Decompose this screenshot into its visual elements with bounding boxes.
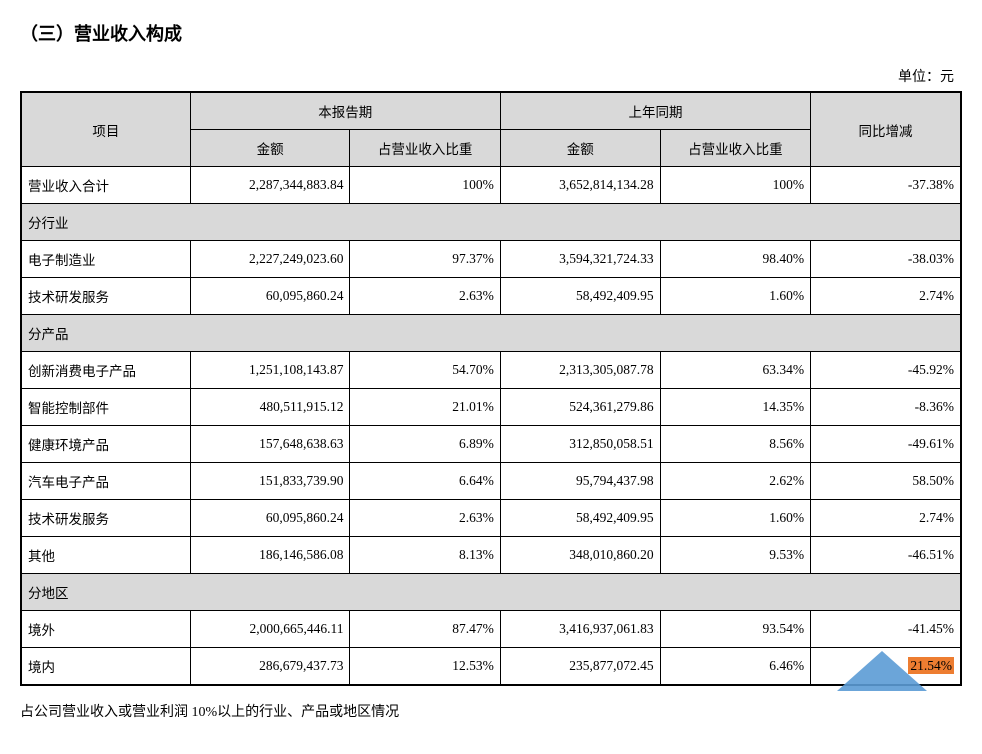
cell-value: 6.46%	[660, 648, 810, 686]
cell-value: 100%	[660, 167, 810, 204]
cell-value: 157,648,638.63	[190, 426, 350, 463]
header-item: 项目	[21, 92, 190, 167]
cell-value: -8.36%	[811, 389, 961, 426]
cell-label: 境内	[21, 648, 190, 686]
table-row: 技术研发服务 60,095,860.24 2.63% 58,492,409.95…	[21, 500, 961, 537]
cell-value: 9.53%	[660, 537, 810, 574]
cell-value: 3,416,937,061.83	[500, 611, 660, 648]
table-row: 汽车电子产品 151,833,739.90 6.64% 95,794,437.9…	[21, 463, 961, 500]
section-header-label: 分产品	[21, 315, 961, 352]
cell-value: 60,095,860.24	[190, 500, 350, 537]
cell-value: 58,492,409.95	[500, 500, 660, 537]
cell-value: 95,794,437.98	[500, 463, 660, 500]
cell-value: 1.60%	[660, 500, 810, 537]
cell-label: 营业收入合计	[21, 167, 190, 204]
header-current-amount: 金额	[190, 130, 350, 167]
cell-value: 2,313,305,087.78	[500, 352, 660, 389]
table-row: 境外 2,000,665,446.11 87.47% 3,416,937,061…	[21, 611, 961, 648]
table-row: 技术研发服务 60,095,860.24 2.63% 58,492,409.95…	[21, 278, 961, 315]
cell-value: 2,000,665,446.11	[190, 611, 350, 648]
header-change: 同比增减	[811, 92, 961, 167]
section-title: （三）营业收入构成	[20, 20, 962, 46]
table-row: 创新消费电子产品 1,251,108,143.87 54.70% 2,313,3…	[21, 352, 961, 389]
cell-value: 151,833,739.90	[190, 463, 350, 500]
section-header-label: 分地区	[21, 574, 961, 611]
cell-label: 技术研发服务	[21, 278, 190, 315]
section-header-label: 分行业	[21, 204, 961, 241]
cell-value: -38.03%	[811, 241, 961, 278]
section-header-industry: 分行业	[21, 204, 961, 241]
table-row-total: 营业收入合计 2,287,344,883.84 100% 3,652,814,1…	[21, 167, 961, 204]
cell-value: 3,652,814,134.28	[500, 167, 660, 204]
cell-value: 286,679,437.73	[190, 648, 350, 686]
cell-value: 2.74%	[811, 500, 961, 537]
section-header-region: 分地区	[21, 574, 961, 611]
cell-value: 8.13%	[350, 537, 500, 574]
table-row: 其他 186,146,586.08 8.13% 348,010,860.20 9…	[21, 537, 961, 574]
cell-value: 8.56%	[660, 426, 810, 463]
cell-value-highlighted: 21.54%	[811, 648, 961, 686]
cell-value: 93.54%	[660, 611, 810, 648]
table-row: 智能控制部件 480,511,915.12 21.01% 524,361,279…	[21, 389, 961, 426]
cell-value: -46.51%	[811, 537, 961, 574]
cell-value: 21.01%	[350, 389, 500, 426]
cell-value: 235,877,072.45	[500, 648, 660, 686]
cell-value: 2,287,344,883.84	[190, 167, 350, 204]
cell-value: -45.92%	[811, 352, 961, 389]
cell-value: 3,594,321,724.33	[500, 241, 660, 278]
cell-value: 312,850,058.51	[500, 426, 660, 463]
header-prior-ratio: 占营业收入比重	[660, 130, 810, 167]
cell-value: 1.60%	[660, 278, 810, 315]
unit-label: 单位：元	[20, 66, 962, 86]
cell-value: 186,146,586.08	[190, 537, 350, 574]
table-row: 健康环境产品 157,648,638.63 6.89% 312,850,058.…	[21, 426, 961, 463]
cell-value: -49.61%	[811, 426, 961, 463]
cell-label: 其他	[21, 537, 190, 574]
cell-value: 97.37%	[350, 241, 500, 278]
cell-value: 54.70%	[350, 352, 500, 389]
cell-value: 1,251,108,143.87	[190, 352, 350, 389]
cell-label: 创新消费电子产品	[21, 352, 190, 389]
header-current-ratio: 占营业收入比重	[350, 130, 500, 167]
cell-label: 境外	[21, 611, 190, 648]
cell-value: 60,095,860.24	[190, 278, 350, 315]
cell-value: 14.35%	[660, 389, 810, 426]
cell-label: 汽车电子产品	[21, 463, 190, 500]
cell-value: -37.38%	[811, 167, 961, 204]
cell-label: 技术研发服务	[21, 500, 190, 537]
cell-value: 98.40%	[660, 241, 810, 278]
cell-label: 电子制造业	[21, 241, 190, 278]
cell-value: 480,511,915.12	[190, 389, 350, 426]
cell-value: 6.89%	[350, 426, 500, 463]
cell-value: 2.63%	[350, 278, 500, 315]
cell-label: 智能控制部件	[21, 389, 190, 426]
header-prior-period: 上年同期	[500, 92, 810, 130]
cell-value: 2.62%	[660, 463, 810, 500]
cell-value: 6.64%	[350, 463, 500, 500]
section-header-product: 分产品	[21, 315, 961, 352]
cell-value: -41.45%	[811, 611, 961, 648]
cell-value: 2.74%	[811, 278, 961, 315]
cell-label: 健康环境产品	[21, 426, 190, 463]
cell-value: 58,492,409.95	[500, 278, 660, 315]
cell-value: 87.47%	[350, 611, 500, 648]
cell-value: 63.34%	[660, 352, 810, 389]
header-prior-amount: 金额	[500, 130, 660, 167]
footnote: 占公司营业收入或营业利润 10%以上的行业、产品或地区情况	[20, 701, 962, 721]
table-row: 境内 286,679,437.73 12.53% 235,877,072.45 …	[21, 648, 961, 686]
table-row: 电子制造业 2,227,249,023.60 97.37% 3,594,321,…	[21, 241, 961, 278]
cell-value: 12.53%	[350, 648, 500, 686]
cell-value: 524,361,279.86	[500, 389, 660, 426]
cell-value: 2.63%	[350, 500, 500, 537]
cell-value: 58.50%	[811, 463, 961, 500]
cell-value: 348,010,860.20	[500, 537, 660, 574]
header-current-period: 本报告期	[190, 92, 500, 130]
cell-value: 2,227,249,023.60	[190, 241, 350, 278]
revenue-composition-table: 项目 本报告期 上年同期 同比增减 金额 占营业收入比重 金额 占营业收入比重 …	[20, 91, 962, 686]
cell-value: 100%	[350, 167, 500, 204]
